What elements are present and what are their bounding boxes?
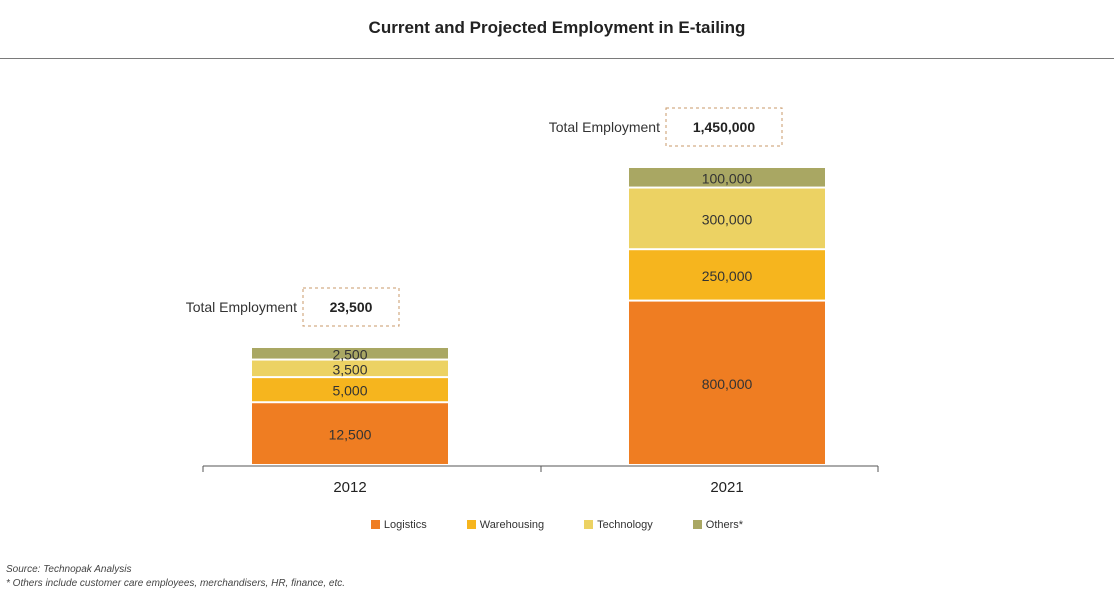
chart-legend: Logistics Warehousing Technology Others* <box>0 519 1114 531</box>
bar-segment-technology-2012 <box>252 360 448 377</box>
legend-item-others: Others* <box>692 519 744 531</box>
legend-label-warehousing: Warehousing <box>479 519 545 531</box>
data-label-warehousing-2021: 250,000 <box>702 268 753 284</box>
bar-segment-others-2021 <box>629 168 825 187</box>
bar-segment-others-2012 <box>252 348 448 359</box>
legend-swatch-logistics <box>370 520 380 529</box>
legend-label-others: Others* <box>705 519 744 531</box>
bar-segment-warehousing-2012 <box>252 378 448 402</box>
legend-item-warehousing: Warehousing <box>466 519 545 531</box>
x-tick-label-2012: 2012 <box>333 479 366 496</box>
chart-title: Current and Projected Employment in E-ta… <box>368 18 746 37</box>
legend-label-logistics: Logistics <box>383 519 427 531</box>
data-label-technology-2021: 300,000 <box>702 211 753 227</box>
data-label-others-2021: 100,000 <box>702 170 753 186</box>
bar-segment-logistics-2012 <box>252 403 448 464</box>
legend-swatch-others <box>692 520 702 529</box>
total-employment-box-2021 <box>665 107 783 147</box>
title-divider <box>0 58 1114 59</box>
total-employment-value-2012: 23,500 <box>330 299 373 315</box>
total-employment-value-2021: 1,450,000 <box>693 119 755 135</box>
source-note: Source: Technopak Analysis <box>6 564 132 575</box>
total-employment-label-2012: Total Employment <box>186 299 297 315</box>
legend-item-logistics: Logistics <box>370 519 427 531</box>
legend-item-technology: Technology <box>584 519 653 531</box>
chart-notes: Source: Technopak Analysis * Others incl… <box>6 563 345 591</box>
bar-segment-technology-2021 <box>629 188 825 249</box>
data-label-logistics-2021: 800,000 <box>702 376 753 392</box>
total-employment-box-2012 <box>302 287 400 327</box>
data-label-technology-2012: 3,500 <box>332 361 367 377</box>
data-label-others-2012: 2,500 <box>332 346 367 362</box>
total-employment-label-2021: Total Employment <box>549 119 660 135</box>
legend-label-technology: Technology <box>597 519 653 531</box>
data-label-warehousing-2012: 5,000 <box>332 383 367 399</box>
x-tick-label-2021: 2021 <box>710 479 743 496</box>
legend-swatch-warehousing <box>466 520 476 529</box>
data-label-logistics-2012: 12,500 <box>329 427 372 443</box>
bar-segment-warehousing-2021 <box>629 250 825 300</box>
bar-segment-logistics-2021 <box>629 301 825 464</box>
footnote: * Others include customer care employees… <box>6 578 346 589</box>
legend-swatch-technology <box>584 520 594 529</box>
